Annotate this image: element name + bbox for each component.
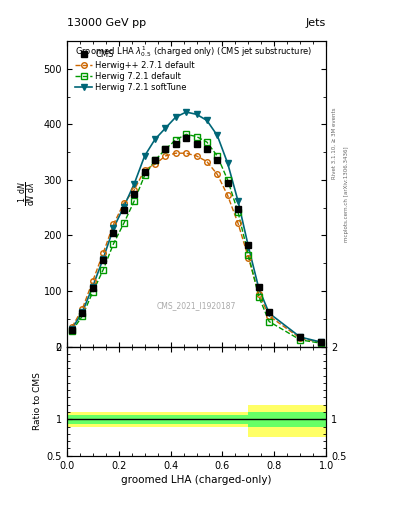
Y-axis label: Ratio to CMS: Ratio to CMS [33,372,42,430]
Text: Jets: Jets [306,18,326,28]
Text: Rivet 3.1.10, ≥ 3M events: Rivet 3.1.10, ≥ 3M events [332,108,337,179]
Text: mcplots.cern.ch [arXiv:1306.3436]: mcplots.cern.ch [arXiv:1306.3436] [344,147,349,242]
X-axis label: groomed LHA (charged-only): groomed LHA (charged-only) [121,475,272,485]
Legend: CMS, Herwig++ 2.7.1 default, Herwig 7.2.1 default, Herwig 7.2.1 softTune: CMS, Herwig++ 2.7.1 default, Herwig 7.2.… [73,48,196,94]
Y-axis label: $\frac{1}{\mathrm{d}N}\frac{\mathrm{d}N}{\mathrm{d}\lambda}$: $\frac{1}{\mathrm{d}N}\frac{\mathrm{d}N}… [17,181,38,206]
Text: Groomed LHA $\lambda^{1}_{0.5}$ (charged only) (CMS jet substructure): Groomed LHA $\lambda^{1}_{0.5}$ (charged… [75,44,312,59]
Text: 13000 GeV pp: 13000 GeV pp [67,18,146,28]
Text: CMS_2021_I1920187: CMS_2021_I1920187 [157,301,236,310]
